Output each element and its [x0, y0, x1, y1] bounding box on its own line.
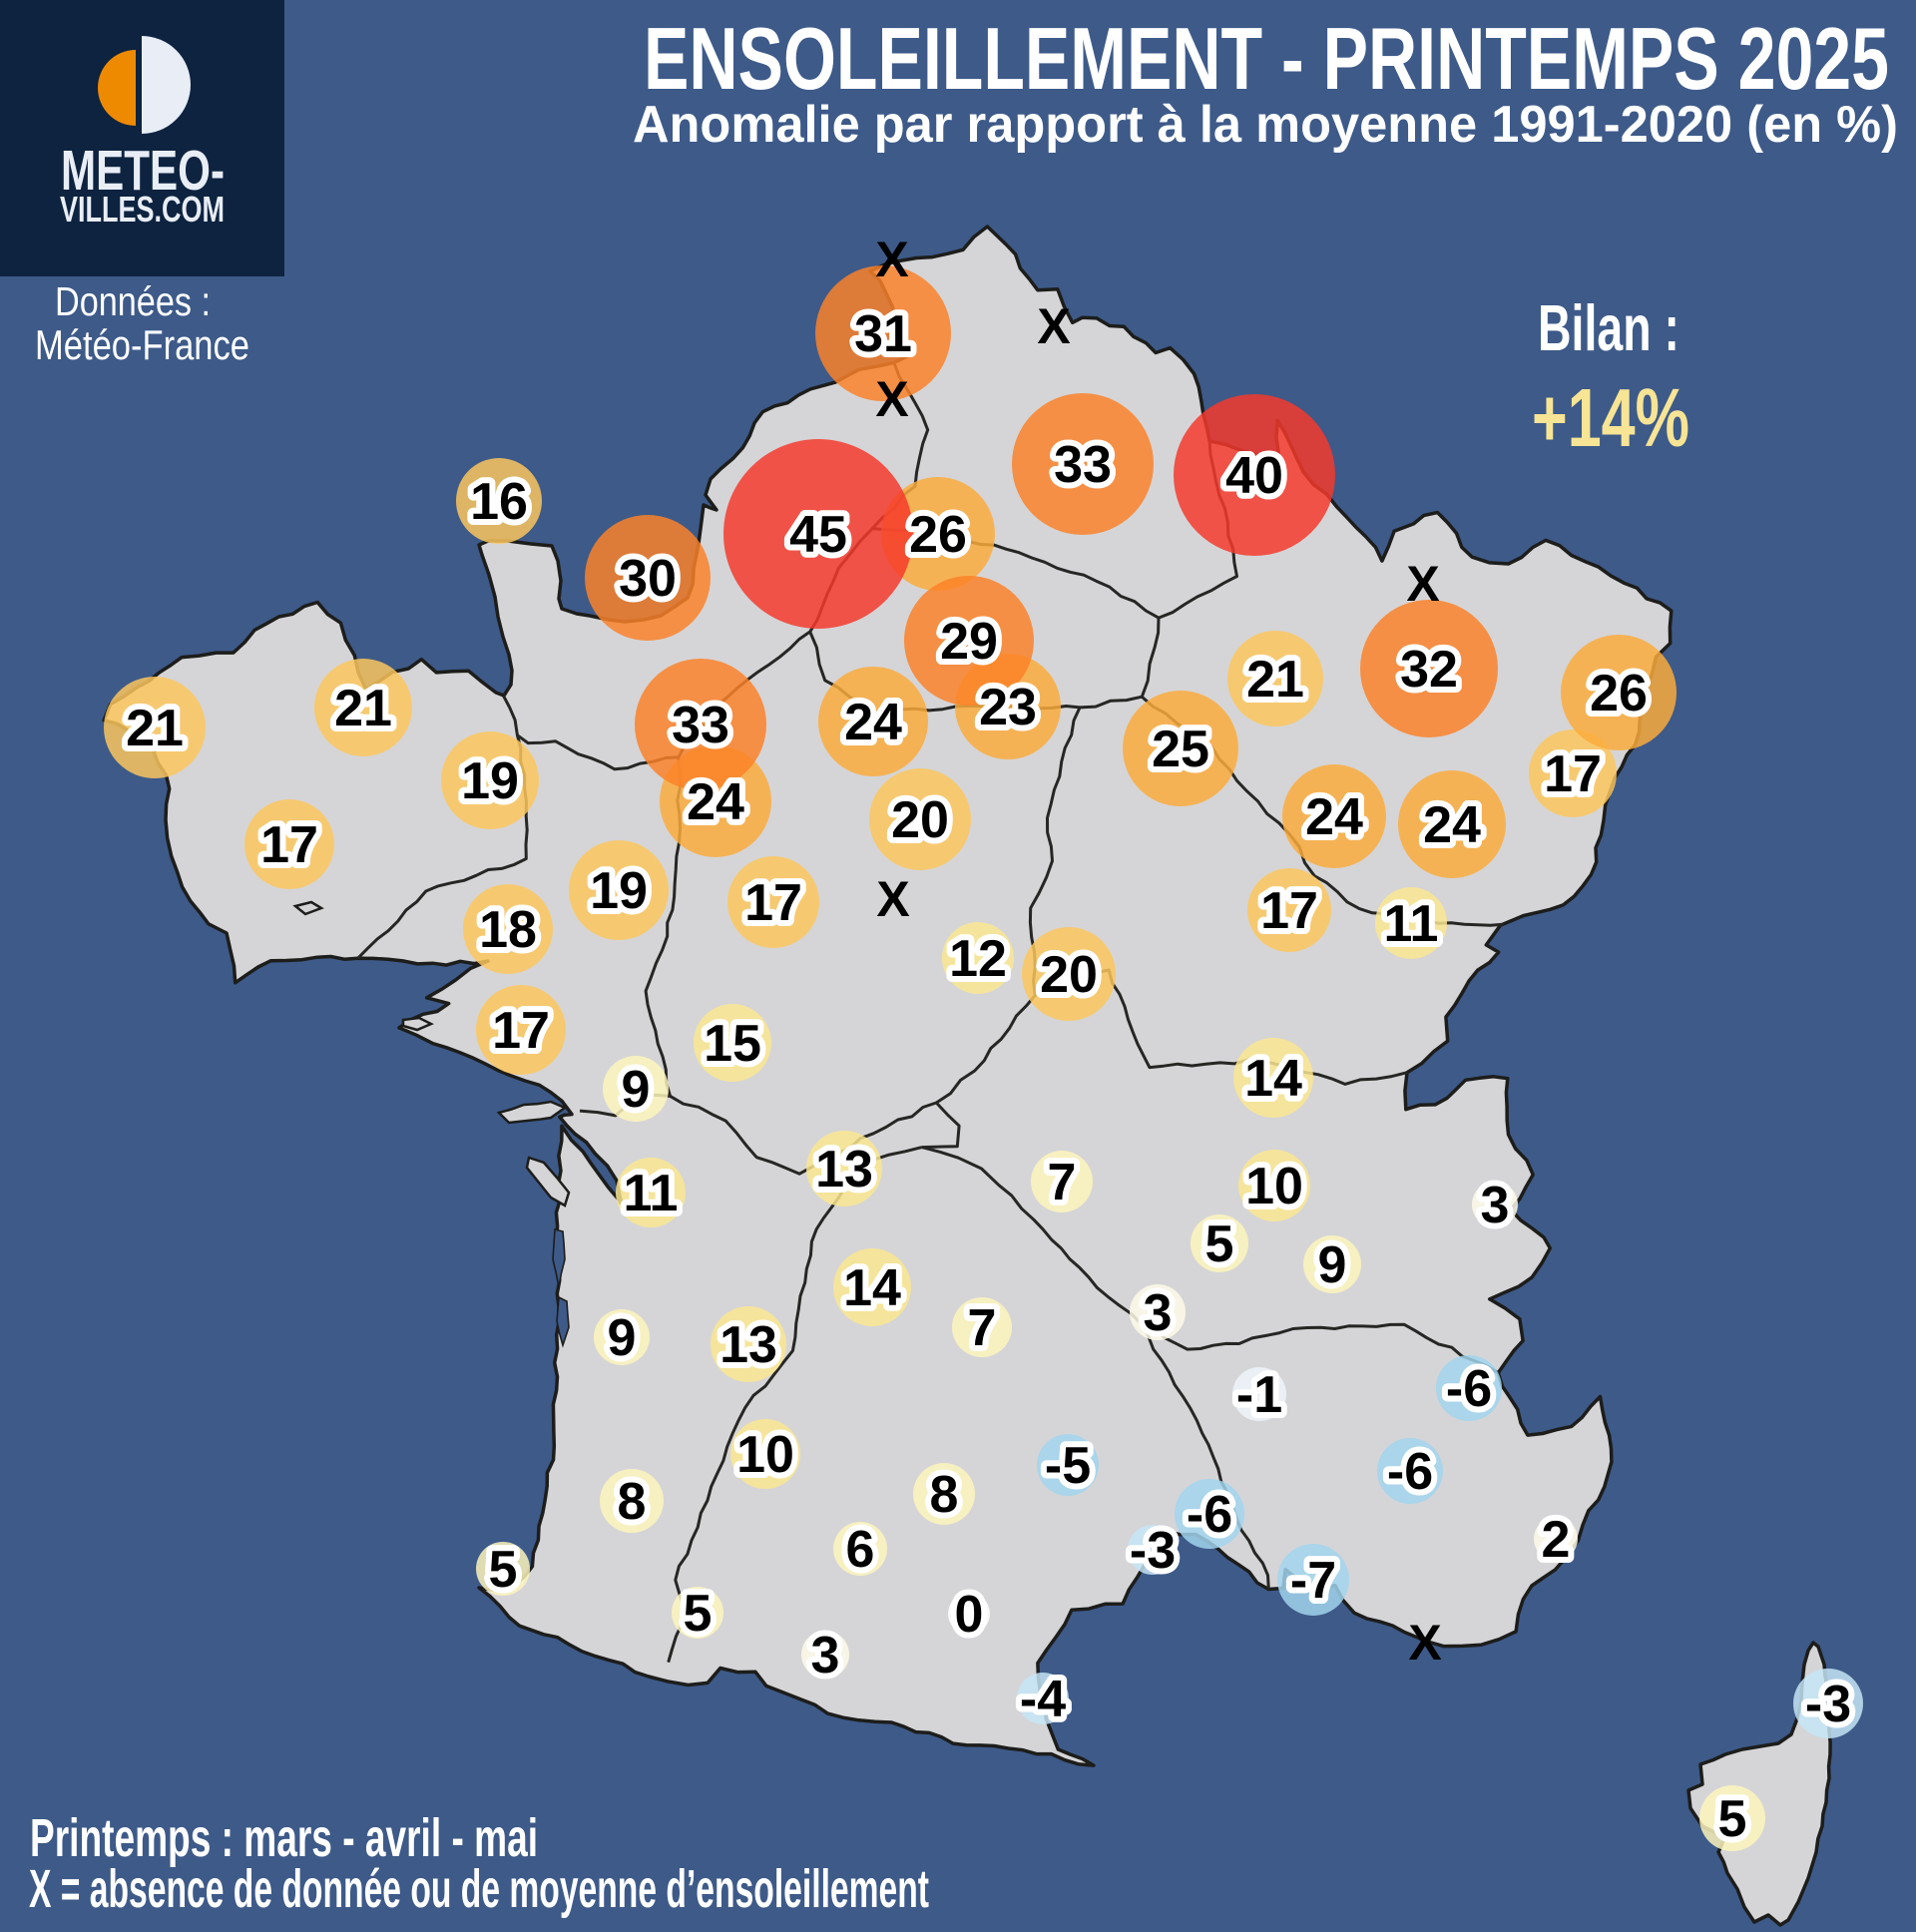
svg-text:32: 32: [1400, 641, 1458, 699]
svg-text:11: 11: [624, 1165, 679, 1222]
svg-text:-7: -7: [1290, 1552, 1336, 1610]
svg-text:31: 31: [854, 305, 912, 363]
svg-text:30: 30: [619, 550, 677, 608]
svg-text:3: 3: [1144, 1284, 1173, 1342]
svg-text:X = absence de donnée ou de mo: X = absence de donnée ou de moyenne d’en…: [29, 1859, 929, 1919]
svg-text:29: 29: [940, 613, 998, 671]
svg-text:21: 21: [126, 700, 184, 757]
svg-text:5: 5: [1205, 1215, 1234, 1273]
svg-text:18: 18: [479, 901, 537, 959]
svg-text:13: 13: [719, 1316, 777, 1374]
svg-text:Printemps : mars - avril - mai: Printemps : mars - avril - mai: [30, 1808, 538, 1868]
svg-text:VILLES.COM: VILLES.COM: [60, 189, 225, 230]
svg-text:9: 9: [608, 1309, 637, 1367]
svg-text:+14%: +14%: [1532, 371, 1689, 464]
svg-text:16: 16: [470, 473, 528, 531]
svg-text:ENSOLEILLEMENT - PRINTEMPS 202: ENSOLEILLEMENT - PRINTEMPS 2025: [644, 9, 1889, 108]
svg-text:3: 3: [1481, 1177, 1510, 1234]
svg-text:Bilan :: Bilan :: [1538, 291, 1679, 364]
svg-text:20: 20: [891, 791, 949, 849]
svg-text:10: 10: [1245, 1158, 1303, 1215]
svg-text:26: 26: [1590, 665, 1648, 723]
svg-text:X: X: [1037, 298, 1070, 354]
svg-text:5: 5: [1718, 1790, 1747, 1848]
svg-text:45: 45: [789, 506, 847, 564]
svg-text:21: 21: [1246, 651, 1304, 709]
svg-text:12: 12: [949, 930, 1007, 988]
svg-text:METEO-: METEO-: [61, 139, 225, 203]
svg-text:9: 9: [622, 1061, 651, 1119]
svg-text:26: 26: [909, 506, 967, 564]
svg-text:8: 8: [618, 1473, 647, 1531]
svg-text:20: 20: [1040, 946, 1098, 1004]
svg-text:Anomalie par rapport à la moye: Anomalie par rapport à la moyenne 1991-2…: [633, 96, 1898, 154]
svg-text:11: 11: [1384, 895, 1439, 953]
svg-text:3: 3: [811, 1627, 840, 1685]
svg-text:X: X: [1406, 556, 1439, 612]
svg-text:-3: -3: [1805, 1676, 1851, 1733]
svg-text:9: 9: [1318, 1236, 1347, 1294]
svg-text:17: 17: [260, 816, 318, 874]
svg-text:17: 17: [744, 874, 802, 932]
svg-text:33: 33: [672, 697, 729, 754]
svg-text:19: 19: [461, 752, 519, 810]
svg-text:-6: -6: [1187, 1486, 1232, 1544]
svg-text:40: 40: [1225, 447, 1283, 505]
svg-text:19: 19: [590, 862, 648, 920]
svg-text:-6: -6: [1446, 1360, 1492, 1418]
svg-text:Météo-France: Météo-France: [35, 321, 249, 368]
svg-text:14: 14: [843, 1259, 901, 1317]
svg-text:-4: -4: [1020, 1671, 1066, 1728]
svg-text:2: 2: [1542, 1511, 1571, 1569]
svg-text:8: 8: [930, 1466, 959, 1524]
svg-text:5: 5: [489, 1541, 518, 1599]
svg-text:17: 17: [492, 1002, 550, 1060]
svg-text:5: 5: [684, 1585, 713, 1643]
svg-text:-5: -5: [1045, 1437, 1091, 1495]
svg-text:-1: -1: [1236, 1366, 1282, 1424]
svg-text:-3: -3: [1130, 1522, 1176, 1580]
svg-text:23: 23: [979, 679, 1037, 736]
svg-text:24: 24: [687, 773, 744, 831]
svg-text:15: 15: [704, 1015, 761, 1073]
svg-text:25: 25: [1152, 721, 1209, 778]
svg-text:17: 17: [1260, 882, 1318, 940]
svg-text:24: 24: [844, 694, 902, 751]
svg-text:14: 14: [1244, 1050, 1302, 1108]
svg-text:7: 7: [968, 1299, 997, 1357]
svg-text:0: 0: [955, 1586, 984, 1644]
svg-text:7: 7: [1048, 1154, 1077, 1211]
svg-text:X: X: [1408, 1615, 1441, 1671]
svg-text:33: 33: [1054, 436, 1112, 494]
svg-text:Données :: Données :: [55, 278, 211, 324]
svg-text:6: 6: [846, 1521, 875, 1579]
svg-text:-6: -6: [1387, 1443, 1433, 1501]
svg-text:10: 10: [736, 1426, 794, 1484]
svg-text:X: X: [875, 232, 908, 287]
svg-text:24: 24: [1305, 788, 1363, 846]
svg-text:X: X: [875, 371, 908, 427]
svg-text:13: 13: [815, 1141, 873, 1199]
svg-text:21: 21: [334, 680, 392, 737]
svg-text:X: X: [876, 871, 909, 927]
svg-text:24: 24: [1423, 796, 1481, 854]
svg-text:17: 17: [1544, 745, 1602, 803]
